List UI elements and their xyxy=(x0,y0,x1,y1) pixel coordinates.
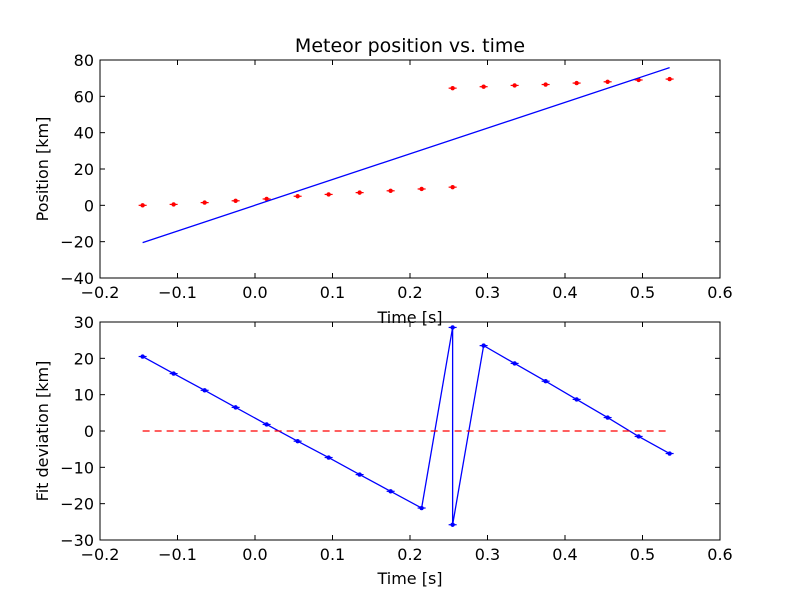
deviation-point xyxy=(636,434,641,439)
position-point xyxy=(574,80,579,86)
deviation-point xyxy=(574,397,579,402)
x-tick-label: 0.5 xyxy=(630,545,655,564)
position-point xyxy=(326,192,331,197)
y-tick-label: 0 xyxy=(84,196,94,215)
y-tick-label: −10 xyxy=(60,458,94,477)
x-tick-label: 0.1 xyxy=(320,283,345,302)
deviation-panel: Time [s] Fit deviation [km] −0.2 −0.1 0.0 0… xyxy=(33,313,733,588)
x-tick-label: 0.4 xyxy=(552,545,577,564)
deviation-point xyxy=(295,438,300,444)
x-tick-label: −0.2 xyxy=(81,283,120,302)
x-tick-label: −0.1 xyxy=(158,283,197,302)
chart-title: Meteor position vs. time xyxy=(295,35,525,57)
deviation-point xyxy=(264,422,269,427)
x-tick-label: 0.5 xyxy=(630,283,655,302)
x-tick-label: 0.3 xyxy=(475,283,500,302)
deviation-plot-marks: −0.2 −0.1 0.0 0.1 0.2 0.3 0.4 0.5 0.6 −30 −20 −10 0 1… xyxy=(60,313,732,564)
x-axis-label-bottom: Time [s] xyxy=(376,569,442,588)
position-point xyxy=(357,190,362,195)
position-panel: Meteor position vs. time Time [s] Positi… xyxy=(33,35,733,327)
position-point xyxy=(233,198,238,203)
position-point xyxy=(202,200,207,205)
y-axis-label-bottom: Fit deviation [km] xyxy=(33,361,52,502)
position-point xyxy=(295,194,300,199)
deviation-point xyxy=(171,371,176,376)
position-point xyxy=(140,203,145,208)
position-point xyxy=(512,83,517,88)
y-tick-label: −40 xyxy=(60,269,94,288)
deviation-point xyxy=(388,489,393,494)
position-plot-marks: −0.2 −0.1 0.0 0.1 0.2 0.3 0.4 0.5 0.6 −40 −20 0 20 40… xyxy=(60,51,732,302)
y-tick-label: −30 xyxy=(60,531,94,550)
x-tick-label: 0.0 xyxy=(242,283,267,302)
y-tick-label: −20 xyxy=(60,495,94,514)
deviation-point xyxy=(450,522,455,527)
y-tick-label: 20 xyxy=(74,349,94,368)
fit-line xyxy=(142,67,670,244)
y-tick-label: 40 xyxy=(74,124,94,143)
y-tick-label: 30 xyxy=(74,313,94,332)
deviation-point xyxy=(326,455,331,460)
position-point xyxy=(667,76,672,82)
y-tick-label: 20 xyxy=(74,160,94,179)
deviation-point xyxy=(667,451,672,456)
position-plot-frame xyxy=(99,59,721,279)
y-tick-label: 80 xyxy=(74,51,94,70)
x-tick-label: 0.0 xyxy=(242,545,267,564)
y-tick-label: 60 xyxy=(74,87,94,106)
deviation-point xyxy=(543,379,548,384)
deviation-plot-frame xyxy=(99,321,721,541)
x-tick-label: 0.6 xyxy=(707,283,732,302)
deviation-point xyxy=(357,472,362,477)
x-tick-label: 0.1 xyxy=(320,545,345,564)
x-tick-label: 0.2 xyxy=(397,283,422,302)
deviation-point xyxy=(202,388,207,393)
deviation-point xyxy=(450,325,455,330)
position-point xyxy=(419,186,424,192)
position-point xyxy=(450,85,455,91)
deviation-point xyxy=(419,505,424,511)
position-point xyxy=(171,202,176,207)
position-point xyxy=(450,184,455,190)
position-point xyxy=(264,196,269,202)
deviation-point xyxy=(605,415,610,420)
position-point xyxy=(543,82,548,87)
x-tick-label: 0.4 xyxy=(552,283,577,302)
x-tick-label: 0.6 xyxy=(707,545,732,564)
position-point xyxy=(388,188,393,193)
x-tick-label: 0.2 xyxy=(397,545,422,564)
y-tick-label: 10 xyxy=(74,386,94,405)
y-axis-label-top: Position [km] xyxy=(33,117,52,222)
y-tick-label: 0 xyxy=(84,422,94,441)
deviation-point xyxy=(233,405,238,410)
x-tick-label: −0.1 xyxy=(158,545,197,564)
deviation-point xyxy=(512,361,517,366)
y-tick-label: −20 xyxy=(60,233,94,252)
x-tick-label: 0.3 xyxy=(475,545,500,564)
deviation-point xyxy=(140,354,145,359)
position-point xyxy=(481,84,486,89)
deviation-point xyxy=(481,343,486,348)
position-point xyxy=(605,79,610,85)
x-tick-label: −0.2 xyxy=(81,545,120,564)
